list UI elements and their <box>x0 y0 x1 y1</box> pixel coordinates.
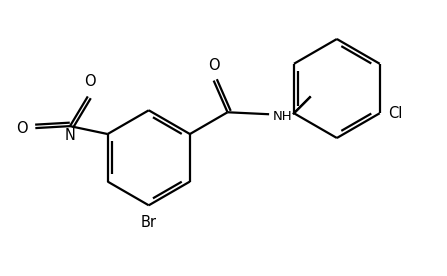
Text: N: N <box>64 128 76 143</box>
Text: O: O <box>208 58 219 73</box>
Text: Br: Br <box>141 215 157 230</box>
Text: NH: NH <box>273 110 293 123</box>
Text: O: O <box>16 121 27 136</box>
Text: Cl: Cl <box>388 106 402 121</box>
Text: O: O <box>84 73 96 89</box>
